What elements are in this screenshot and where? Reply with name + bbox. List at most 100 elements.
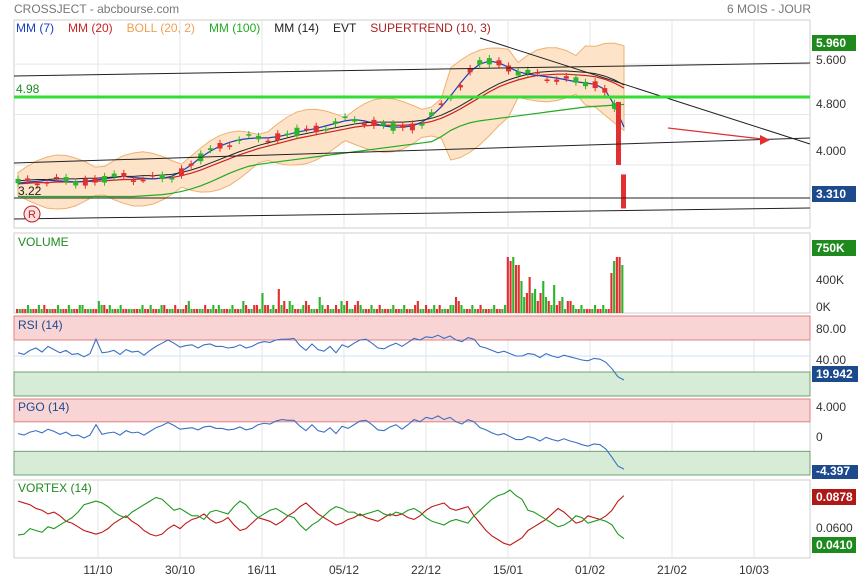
candle-body: [82, 178, 88, 186]
volume-bar: [362, 309, 365, 313]
candle-body: [255, 135, 261, 140]
candle-body: [169, 177, 175, 180]
price-tick-4000: 4.000: [816, 144, 846, 158]
volume-bar: [613, 261, 616, 313]
volume-bar: [364, 309, 368, 313]
candle-body: [342, 116, 348, 119]
candle-body: [525, 69, 531, 74]
volume-bar: [190, 309, 193, 313]
volume-bar: [479, 305, 482, 313]
volume-bar: [621, 265, 624, 313]
x-tick-7: 21/02: [657, 563, 687, 577]
rsi-overbought-zone: [13, 315, 811, 341]
volume-bar: [384, 309, 387, 313]
candle-body: [554, 79, 560, 82]
volume-bar: [157, 309, 160, 313]
volume-bar: [564, 309, 567, 313]
volume-bar: [463, 309, 466, 313]
pgo-tick-0: 0: [816, 430, 823, 444]
volume-bar: [523, 297, 526, 313]
volume-bar: [92, 309, 95, 313]
volume-bar: [125, 309, 128, 313]
volume-bar: [111, 309, 114, 313]
volume-bar: [133, 309, 136, 313]
volume-bar: [411, 309, 414, 313]
volume-bar: [460, 305, 463, 313]
volume-bar: [285, 309, 289, 313]
volume-bar: [514, 265, 518, 313]
volume-tick-0k: 0K: [816, 300, 831, 314]
volume-bar: [234, 309, 237, 313]
volume-bar: [291, 305, 294, 313]
vortex-badge-pos-bg: [812, 537, 856, 553]
volume-bar: [487, 309, 490, 313]
candle-body: [236, 139, 242, 142]
trendline-lower: [13, 207, 811, 220]
candle-body: [323, 129, 329, 131]
volume-bar: [220, 309, 223, 313]
volume-bar: [204, 305, 207, 313]
volume-bar: [236, 309, 239, 313]
header-title: CROSSJECT - abcbourse.com: [14, 2, 179, 16]
candle-body: [486, 58, 492, 65]
vortex-badge-neg: 0.0878: [816, 490, 853, 504]
volume-bar: [574, 309, 578, 313]
volume-bar: [261, 293, 264, 313]
volume-badge: 750K: [816, 241, 845, 255]
volume-bar: [558, 301, 561, 313]
volume-bar: [307, 305, 310, 313]
volume-bar: [182, 309, 185, 313]
ma14-line: [17, 70, 625, 182]
price-tick-5600: 5.600: [816, 53, 846, 67]
volume-bar: [198, 309, 201, 313]
last-price-badge-bg: [812, 35, 856, 51]
volume-bar: [70, 309, 73, 313]
volume-bar: [435, 309, 439, 313]
volume-bar: [326, 305, 329, 313]
volume-bar: [168, 309, 171, 313]
volume-bar: [569, 301, 572, 313]
volume-bar: [315, 309, 319, 313]
volume-bar: [130, 309, 133, 313]
candle-body: [534, 72, 540, 74]
volume-bar: [441, 309, 444, 313]
level-low-label: 3.22: [18, 184, 42, 198]
volume-bar: [247, 309, 250, 313]
volume-bar: [264, 305, 267, 313]
volume-bar: [572, 305, 575, 313]
volume-bar: [555, 305, 558, 313]
candle-body: [246, 134, 252, 136]
volume-bar: [539, 293, 542, 313]
volume-bar: [504, 305, 507, 313]
volume-bar: [242, 301, 245, 313]
volume-bar: [78, 305, 81, 313]
candle-body: [53, 177, 59, 179]
price-tick-4800: 4.800: [816, 97, 846, 111]
volume-bar: [591, 309, 594, 313]
rsi-line: [17, 334, 625, 381]
volume-bar: [138, 309, 141, 313]
candle-body: [63, 177, 69, 182]
volume-bar: [599, 309, 602, 313]
volume-bar: [122, 309, 125, 313]
candle-body: [159, 174, 165, 180]
candle-body: [294, 127, 300, 136]
ma100-line: [18, 103, 625, 198]
volume-bar: [296, 309, 299, 313]
candle-body: [44, 182, 50, 184]
volume-bar: [67, 305, 70, 313]
candle-body: [130, 180, 136, 182]
volume-bar: [607, 309, 610, 313]
volume-bar: [484, 309, 488, 313]
candle-body: [265, 140, 271, 143]
rsi-badge: 19.942: [816, 367, 853, 381]
volume-bar: [255, 305, 259, 313]
r-marker-circle: [23, 205, 41, 223]
pgo-badge-bg: [812, 465, 858, 479]
volume-bar: [146, 309, 149, 313]
volume-bar: [89, 309, 92, 313]
volume-bar: [561, 297, 564, 313]
volume-bar: [16, 309, 19, 313]
candle-body: [390, 123, 396, 131]
candle-body: [515, 71, 521, 76]
